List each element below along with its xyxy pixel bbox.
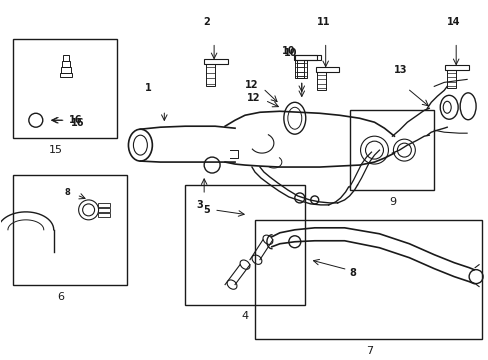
Text: 15: 15: [49, 145, 62, 155]
Text: 6: 6: [57, 292, 64, 302]
Text: 16: 16: [71, 118, 84, 128]
Text: 4: 4: [241, 311, 248, 321]
Bar: [185, 185, 304, 305]
Bar: [445, 66, 468, 71]
Bar: [60, 73, 72, 77]
Bar: [98, 203, 109, 207]
Bar: [98, 213, 109, 217]
Text: 8: 8: [349, 267, 356, 278]
Bar: [204, 59, 227, 64]
Text: 12: 12: [246, 93, 260, 103]
Text: 16: 16: [68, 115, 82, 125]
Text: 2: 2: [203, 17, 209, 27]
Bar: [295, 55, 321, 60]
Bar: [254, 220, 481, 339]
Text: 1: 1: [145, 83, 151, 93]
Bar: [13, 39, 117, 138]
Text: 12: 12: [244, 80, 258, 90]
Bar: [98, 208, 109, 212]
Text: 7: 7: [365, 346, 372, 356]
Text: 3: 3: [196, 200, 203, 210]
Bar: [295, 60, 304, 78]
Bar: [62, 55, 68, 62]
Bar: [61, 62, 69, 67]
Text: 9: 9: [388, 197, 395, 207]
Text: 13: 13: [394, 66, 407, 75]
Text: 11: 11: [316, 17, 330, 27]
Bar: [296, 60, 306, 78]
Text: 14: 14: [446, 17, 459, 27]
Bar: [293, 55, 317, 60]
Bar: [13, 175, 127, 285]
Text: 5: 5: [203, 205, 210, 215]
Text: 10: 10: [284, 49, 297, 58]
Bar: [205, 64, 214, 86]
Text: 10: 10: [282, 46, 295, 57]
Bar: [446, 71, 455, 88]
Bar: [317, 72, 325, 90]
Bar: [61, 67, 71, 73]
Bar: [315, 67, 339, 72]
Bar: [349, 110, 433, 190]
Text: 8: 8: [65, 188, 71, 197]
